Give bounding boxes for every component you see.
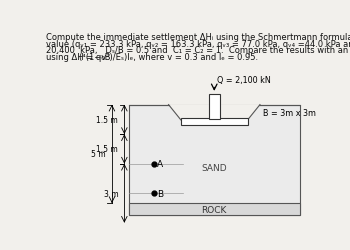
Text: 20,400  kPa,   Dₛ/B = 0.5 and  C₁ = C₂ = 1.  Compare the results with an alterna: 20,400 kPa, Dₛ/B = 0.5 and C₁ = C₂ = 1. … (46, 46, 350, 55)
Polygon shape (129, 105, 300, 120)
Text: using ΔH = q₀B: using ΔH = q₀B (46, 52, 111, 62)
Text: 1.5 m: 1.5 m (96, 145, 118, 154)
Text: (⁴(1−v²)/Eₛ)Iₑ, where v = 0.3 and Iₑ = 0.95.: (⁴(1−v²)/Eₛ)Iₑ, where v = 0.3 and Iₑ = 0… (79, 52, 258, 62)
Text: 3 m: 3 m (104, 189, 118, 198)
Text: A: A (157, 160, 163, 168)
Text: 1.5 m: 1.5 m (96, 116, 118, 124)
Bar (129, 203, 300, 216)
Text: B = 3m x 3m: B = 3m x 3m (263, 109, 316, 118)
Text: Q = 2,100 kN: Q = 2,100 kN (217, 76, 270, 84)
Text: SAND: SAND (202, 164, 227, 172)
Text: Compute the immediate settlement ΔHᵢ using the Schmertmann formula using an aver: Compute the immediate settlement ΔHᵢ usi… (46, 33, 350, 42)
Text: value (qᵥ₁ = 233.3 kPa, qᵥ₂ = 163.3 kPa, qᵥ₃ = 77.0 kPa, qᵥ₄ =44.0 kPa and qᵥ₅ =: value (qᵥ₁ = 233.3 kPa, qᵥ₂ = 163.3 kPa,… (46, 40, 350, 48)
Text: B: B (157, 189, 163, 198)
Bar (181, 119, 247, 125)
Text: ROCK: ROCK (202, 205, 227, 214)
Text: 5 m: 5 m (91, 150, 106, 159)
Bar (209, 94, 220, 120)
Bar (129, 105, 300, 216)
